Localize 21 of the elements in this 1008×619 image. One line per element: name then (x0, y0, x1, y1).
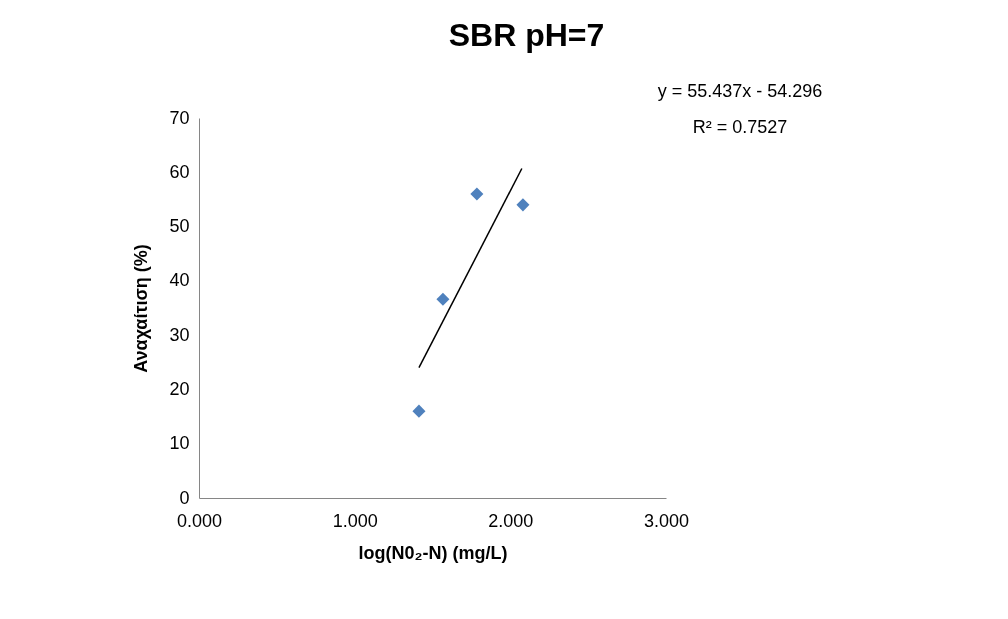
x-tick-label: 3.000 (643, 510, 690, 531)
point (516, 198, 530, 212)
point (436, 292, 450, 306)
point (470, 187, 484, 201)
text: y = 55.437x - 54.296 (657, 81, 823, 101)
point (412, 404, 426, 418)
x-tick-label: 0.000 (176, 510, 223, 531)
x-tick-label: 2.000 (488, 510, 534, 531)
y-tick-label: 70 (169, 107, 190, 128)
y-tick-label: 40 (169, 270, 190, 291)
x-tick-label: 1.000 (332, 510, 378, 531)
y-tick-label: 0 (179, 487, 190, 508)
y-tick-label: 10 (169, 433, 190, 454)
y-tick-label: 20 (169, 378, 190, 399)
y-tick-label: 50 (169, 216, 190, 237)
y-tick-label: 30 (169, 324, 190, 345)
y-axis-title: Αναχαίτιση (%) (131, 244, 152, 373)
text: R² = 0.7527 (692, 117, 788, 137)
x-axis-title: log(N0₂-N) (mg/L) (358, 542, 508, 563)
y-tick-label: 60 (169, 161, 190, 182)
chart-title: SBR pH=7 (448, 17, 605, 53)
